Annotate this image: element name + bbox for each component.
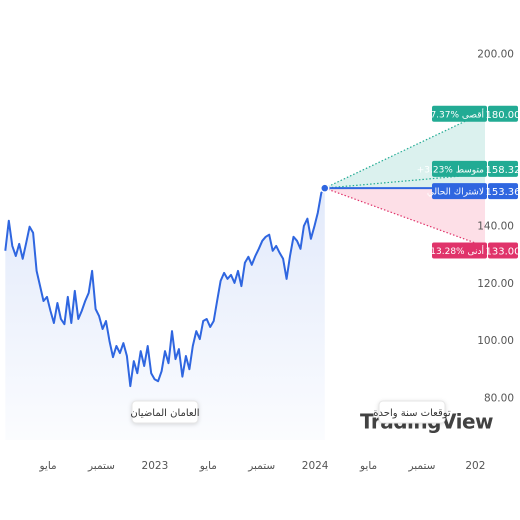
x-tick-label: مايو — [199, 460, 217, 472]
target-value: 180.00 — [486, 110, 520, 121]
target-value: 158.32 — [486, 165, 520, 176]
current-value: 153.36 — [486, 187, 520, 198]
annotation: توقعات سنة واحدة — [373, 408, 451, 419]
x-tick-label: ستمبر — [87, 460, 115, 472]
x-tick-label: ستمبر — [247, 460, 275, 472]
current-point — [320, 183, 330, 193]
current-name-bg — [432, 183, 487, 200]
current-value-bg — [488, 183, 518, 200]
forecast-badge: +3.23% متوسط 158.32 — [417, 160, 520, 177]
forecast-badge: -13.28% أدنى 133.00 — [427, 242, 520, 259]
target-value-bg — [488, 160, 518, 177]
target-name: +3.23% متوسط — [417, 165, 484, 175]
target-name: -13.28% أدنى — [427, 245, 484, 257]
target-value: 133.00 — [486, 246, 520, 257]
history-area — [5, 188, 325, 440]
y-tick-label: 100.00 — [477, 335, 514, 347]
forecast-badge: لاشتراك الحالي 153.36 — [427, 183, 520, 200]
target-name-bg — [432, 160, 487, 177]
annotation-box — [378, 400, 446, 424]
target-name-bg — [432, 105, 487, 122]
x-tick-label: ستمبر — [407, 460, 435, 472]
x-tick-label: مايو — [359, 460, 377, 472]
y-tick-label: 80.00 — [484, 392, 514, 404]
annotation: العامان الماضيان — [130, 408, 199, 419]
y-tick-label: 200.00 — [477, 48, 514, 60]
annotation-box — [131, 400, 199, 424]
price-line — [4, 187, 326, 388]
x-tick-label: مايو — [38, 460, 56, 472]
y-tick-label: 120.00 — [477, 278, 514, 290]
x-tick-label: 202 — [465, 460, 485, 472]
y-tick-label: 140.00 — [477, 220, 514, 232]
forecast-line — [324, 187, 486, 248]
x-tick-label: 2024 — [302, 460, 329, 472]
target-value-bg — [488, 105, 518, 122]
current-name: لاشتراك الحالي — [427, 188, 484, 198]
target-name-bg — [432, 242, 487, 259]
target-value-bg — [488, 242, 518, 259]
forecast-line — [324, 111, 486, 189]
forecast-badge: +17.37% أقصى 180.00 — [417, 105, 520, 122]
target-name: +17.37% أقصى — [417, 108, 484, 120]
x-tick-label: 2023 — [142, 460, 169, 472]
